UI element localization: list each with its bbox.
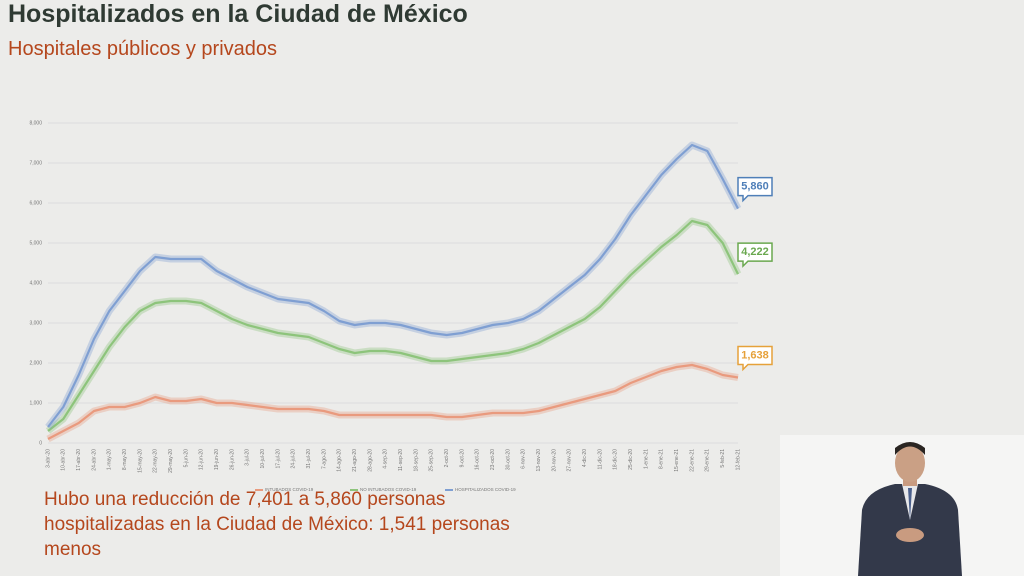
x-tick-label: 2-oct-20 bbox=[444, 449, 450, 468]
x-tick-label: 10-abr-20 bbox=[61, 449, 67, 471]
x-tick-label: 17-abr-20 bbox=[76, 449, 82, 471]
x-tick-label: 10-jul-20 bbox=[260, 449, 266, 469]
x-tick-label: 1-ene-21 bbox=[643, 449, 649, 469]
x-tick-label: 25-sep-20 bbox=[429, 449, 435, 472]
x-tick-label: 22-ene-21 bbox=[689, 449, 695, 472]
x-tick-label: 1-may-20 bbox=[107, 449, 113, 470]
x-tick-label: 14-ago-20 bbox=[337, 449, 343, 472]
x-tick-label: 22-may-20 bbox=[153, 449, 159, 473]
legend-label: NO INTUBADOS COVID-19 bbox=[360, 487, 417, 492]
x-tick-label: 3-abr-20 bbox=[45, 449, 51, 468]
x-tick-label: 5-jun-20 bbox=[183, 449, 189, 468]
x-tick-label: 8-may-20 bbox=[122, 449, 128, 470]
x-tick-label: 18-sep-20 bbox=[413, 449, 419, 472]
series-band bbox=[46, 361, 739, 443]
x-tick-label: 6-nov-20 bbox=[521, 449, 527, 469]
x-tick-label: 29-ene-21 bbox=[705, 449, 711, 472]
x-tick-label: 9-oct-20 bbox=[459, 449, 465, 468]
x-tick-label: 15-ene-21 bbox=[674, 449, 680, 472]
x-tick-label: 4-sep-20 bbox=[383, 449, 389, 469]
x-tick-label: 31-jul-20 bbox=[306, 449, 312, 469]
x-tick-label: 29-may-20 bbox=[168, 449, 174, 473]
data-label: 4,222 bbox=[741, 246, 769, 258]
x-tick-label: 12-jun-20 bbox=[199, 449, 205, 470]
x-tick-label: 8-ene-21 bbox=[659, 449, 665, 469]
data-label: 1,638 bbox=[741, 349, 769, 361]
callout: 5,860 bbox=[737, 176, 773, 203]
x-tick-label: 4-dic-20 bbox=[582, 449, 588, 467]
x-tick-label: 20-nov-20 bbox=[551, 449, 557, 472]
y-tick-label: 3,000 bbox=[29, 320, 42, 326]
series-line bbox=[47, 219, 739, 432]
x-tick-label: 15-may-20 bbox=[137, 449, 143, 473]
x-tick-label: 30-oct-20 bbox=[505, 449, 511, 470]
x-tick-label: 13-nov-20 bbox=[536, 449, 542, 472]
x-tick-label: 21-ago-20 bbox=[352, 449, 358, 472]
x-tick-label: 7-ago-20 bbox=[321, 449, 327, 469]
annotation: Hubo una reducción de 7,401 a 5,860 pers… bbox=[44, 489, 510, 560]
y-tick-label: 2,000 bbox=[29, 360, 42, 366]
x-tick-label: 17-jul-20 bbox=[275, 449, 281, 469]
callout-box bbox=[737, 176, 773, 203]
data-label: 5,860 bbox=[741, 181, 769, 193]
x-tick-label: 19-jun-20 bbox=[214, 449, 220, 470]
legend-label: HOSPITALIZADOS COVID-19 bbox=[455, 487, 516, 492]
callout-box bbox=[737, 345, 773, 372]
y-tick-label: 8,000 bbox=[29, 120, 42, 126]
callout-box bbox=[737, 242, 773, 268]
x-tick-label: 28-ago-20 bbox=[367, 449, 373, 472]
x-tick-label: 24-jul-20 bbox=[291, 449, 297, 469]
x-tick-label: 11-dic-20 bbox=[597, 449, 603, 470]
series-line bbox=[47, 363, 739, 440]
x-tick-label: 11-sep-20 bbox=[398, 449, 404, 471]
title: Hospitalizados en la Ciudad de México bbox=[8, 0, 468, 28]
x-tick-label: 18-dic-20 bbox=[613, 449, 619, 470]
y-tick-label: 1,000 bbox=[29, 400, 42, 406]
series-line bbox=[47, 143, 739, 428]
y-tick-label: 5,000 bbox=[29, 240, 42, 246]
y-tick-label: 6,000 bbox=[29, 200, 42, 206]
x-tick-label: 26-jun-20 bbox=[229, 449, 235, 470]
subtitle: Hospitales públicos y privados bbox=[8, 38, 278, 60]
x-tick-label: 16-oct-20 bbox=[475, 449, 481, 470]
x-tick-label: 3-jul-20 bbox=[245, 449, 251, 466]
y-tick-label: 7,000 bbox=[29, 160, 42, 166]
legend-label: INTUBADOS COVID-19 bbox=[265, 487, 314, 492]
interpreter-video bbox=[780, 435, 1024, 576]
x-tick-label: 25-dic-20 bbox=[628, 449, 634, 470]
y-tick-label: 4,000 bbox=[29, 280, 42, 286]
x-tick-label: 24-abr-20 bbox=[91, 449, 97, 471]
callout: 4,222 bbox=[737, 242, 773, 268]
callout: 1,638 bbox=[737, 345, 773, 372]
x-tick-label: 12-feb-21 bbox=[735, 449, 741, 471]
x-tick-label: 5-feb-21 bbox=[720, 449, 726, 468]
x-tick-label: 23-oct-20 bbox=[490, 449, 496, 470]
y-tick-label: 0 bbox=[39, 440, 42, 446]
x-tick-label: 27-nov-20 bbox=[567, 449, 573, 472]
